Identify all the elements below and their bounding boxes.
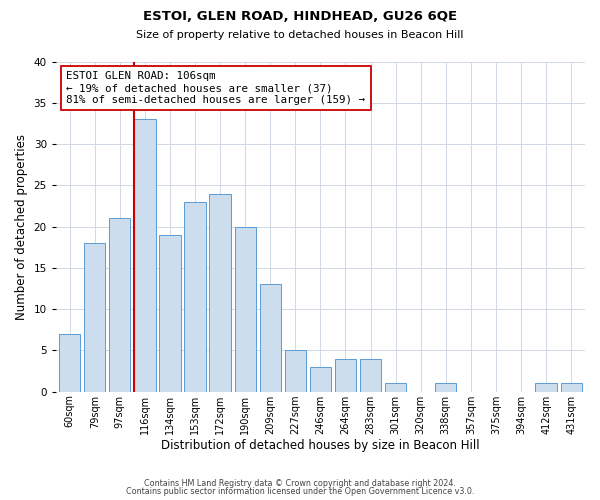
- Bar: [84, 243, 106, 392]
- Text: ESTOI, GLEN ROAD, HINDHEAD, GU26 6QE: ESTOI, GLEN ROAD, HINDHEAD, GU26 6QE: [143, 10, 457, 23]
- Bar: [284, 350, 306, 392]
- Y-axis label: Number of detached properties: Number of detached properties: [15, 134, 28, 320]
- Bar: [360, 358, 381, 392]
- Bar: [260, 284, 281, 392]
- Bar: [335, 358, 356, 392]
- Bar: [235, 226, 256, 392]
- Bar: [310, 367, 331, 392]
- Bar: [560, 384, 582, 392]
- Text: Size of property relative to detached houses in Beacon Hill: Size of property relative to detached ho…: [136, 30, 464, 40]
- Text: Contains public sector information licensed under the Open Government Licence v3: Contains public sector information licen…: [126, 487, 474, 496]
- Bar: [385, 384, 406, 392]
- Bar: [535, 384, 557, 392]
- X-axis label: Distribution of detached houses by size in Beacon Hill: Distribution of detached houses by size …: [161, 440, 480, 452]
- Text: ESTOI GLEN ROAD: 106sqm
← 19% of detached houses are smaller (37)
81% of semi-de: ESTOI GLEN ROAD: 106sqm ← 19% of detache…: [67, 72, 365, 104]
- Bar: [209, 194, 231, 392]
- Text: Contains HM Land Registry data © Crown copyright and database right 2024.: Contains HM Land Registry data © Crown c…: [144, 478, 456, 488]
- Bar: [159, 235, 181, 392]
- Bar: [109, 218, 130, 392]
- Bar: [435, 384, 457, 392]
- Bar: [59, 334, 80, 392]
- Bar: [184, 202, 206, 392]
- Bar: [134, 120, 155, 392]
